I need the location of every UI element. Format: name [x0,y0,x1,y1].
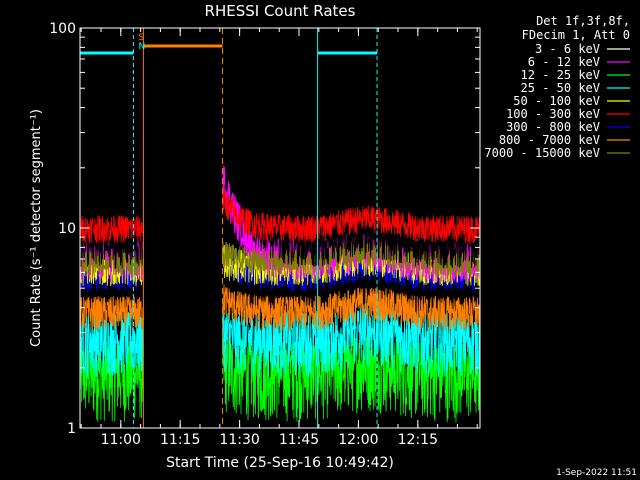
legend-label: 50 - 100 keV [513,94,600,108]
bar-label: N [138,42,145,52]
legend-label: 7000 - 15000 keV [484,146,600,160]
x-tick-label: 11:45 [279,432,319,448]
x-tick-label: 12:00 [338,432,378,448]
legend-label: 25 - 50 keV [521,81,600,95]
x-tick-label: 11:30 [219,432,259,448]
y-tick-label: 10 [58,221,76,237]
series-line [79,284,481,332]
legend-label: 3 - 6 keV [535,42,600,56]
tick-layer: 11:00 11:15 11:30 11:45 12:00 12:15 1 10 100 [49,21,480,448]
legend-header-line-2: FDecim 1, Att 0 [522,28,630,42]
y-axis-label: Count Rate (s⁻¹ detector segment⁻¹) [29,109,44,347]
legend-label: 6 - 12 keV [528,55,600,69]
legend-label: 300 - 800 keV [506,120,600,134]
y-tick-label: 1 [67,421,76,437]
x-tick-label: 11:15 [160,432,200,448]
y-tick-label: 100 [49,21,76,37]
x-tick-label: 11:00 [101,432,141,448]
data-layer [79,122,481,423]
legend-label: 100 - 300 keV [506,107,600,121]
series-line [79,187,481,244]
legend-label: 12 - 25 keV [521,68,600,82]
bar-label: S [138,33,144,43]
x-tick-label: 12:15 [398,432,438,448]
series-line [79,239,481,277]
legend: Det 1f,3f,8f, FDecim 1, Att 0 3 - 6 keV6… [484,14,630,160]
legend-label: 800 - 7000 keV [499,133,600,147]
legend-header-line-1: Det 1f,3f,8f, [536,14,630,28]
footer-date: 1-Sep-2022 11:51 [556,468,637,478]
x-axis-label: Start Time (25-Sep-16 10:49:42) [166,455,394,471]
chart-title: RHESSI Count Rates [205,2,356,20]
